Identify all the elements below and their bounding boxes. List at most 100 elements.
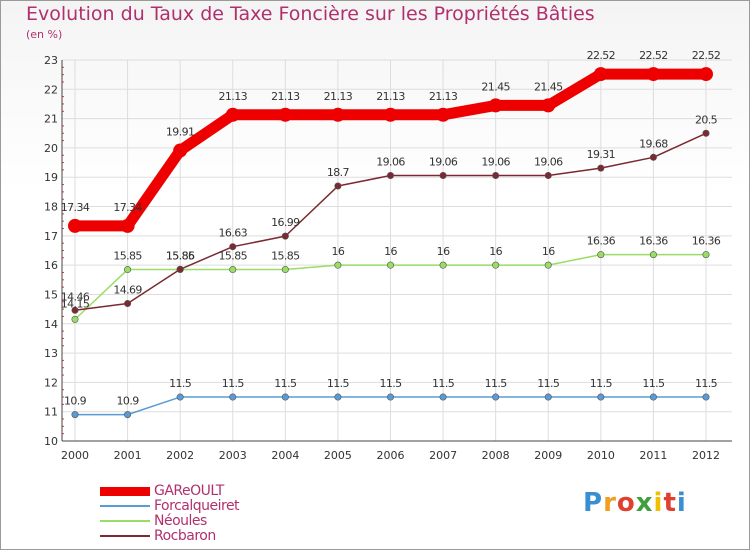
x-tick-label: 2005 [324, 449, 352, 462]
data-label: 19.91 [166, 126, 195, 139]
y-tick-label: 14 [44, 318, 58, 331]
data-point [71, 315, 79, 323]
logo-letter: x [635, 488, 654, 518]
data-label: 14.69 [113, 284, 142, 297]
data-point [544, 171, 552, 179]
x-tick-label: 2009 [534, 449, 562, 462]
logo-letter: r [603, 488, 617, 518]
legend-label: Rocbaron [154, 528, 216, 544]
data-point [71, 411, 79, 419]
data-point [597, 393, 605, 401]
data-label: 11.5 [537, 377, 560, 390]
data-point [330, 107, 345, 122]
data-label: 11.5 [485, 377, 508, 390]
legend-swatch [100, 535, 150, 537]
data-point [386, 171, 394, 179]
y-tick-label: 11 [44, 406, 58, 419]
data-label: 10.9 [117, 395, 140, 408]
data-label: 11.5 [590, 377, 613, 390]
data-label: 16 [489, 245, 502, 258]
data-label: 16.63 [219, 227, 248, 240]
chart-title: Evolution du Taux de Taxe Foncière sur l… [26, 3, 595, 25]
data-label: 16 [542, 245, 555, 258]
data-point [436, 107, 451, 122]
data-label: 21.13 [429, 90, 458, 103]
data-point [649, 393, 657, 401]
data-label: 17.34 [113, 201, 142, 214]
data-label: 15.85 [271, 250, 300, 263]
data-label: 11.5 [327, 377, 350, 390]
y-tick-label: 22 [44, 83, 58, 96]
data-point [544, 393, 552, 401]
y-tick-label: 12 [44, 376, 58, 389]
data-point [541, 98, 556, 113]
data-label: 21.13 [271, 90, 300, 103]
data-label: 19.06 [429, 155, 458, 168]
data-label: 15.85 [166, 250, 195, 263]
data-point [71, 306, 79, 314]
data-label: 15.86 [166, 249, 195, 262]
logo-letter: P [583, 488, 604, 518]
data-point [646, 67, 661, 82]
x-tick-label: 2011 [639, 449, 667, 462]
y-tick-label: 21 [44, 113, 58, 126]
proxiti-logo: Proxiti [583, 488, 687, 518]
data-point [281, 393, 289, 401]
data-point [702, 129, 710, 137]
y-tick-label: 23 [44, 54, 58, 67]
data-point [229, 243, 237, 251]
data-label: 11.5 [695, 377, 718, 390]
y-tick-label: 19 [44, 171, 58, 184]
data-point [334, 261, 342, 269]
data-point [593, 67, 608, 82]
data-point [334, 182, 342, 190]
data-point [281, 266, 289, 274]
data-label: 16.36 [639, 235, 668, 248]
data-label: 19.06 [376, 155, 405, 168]
data-label: 11.5 [432, 377, 455, 390]
legend-label: GAReOULT [154, 483, 224, 499]
data-label: 21.13 [219, 90, 248, 103]
legend-swatch [100, 520, 150, 522]
data-point [383, 107, 398, 122]
data-label: 18.7 [327, 166, 350, 179]
data-label: 21.45 [534, 80, 563, 93]
data-point [120, 218, 135, 233]
y-tick-label: 15 [44, 288, 58, 301]
data-label: 11.5 [169, 377, 192, 390]
y-tick-label: 16 [44, 259, 58, 272]
data-label: 22.52 [639, 49, 668, 62]
logo-letter: i [676, 488, 687, 518]
x-tick-label: 2004 [271, 449, 299, 462]
data-point [492, 171, 500, 179]
data-point [229, 393, 237, 401]
data-label: 15.85 [219, 250, 248, 263]
y-tick-label: 20 [44, 142, 58, 155]
x-tick-label: 2002 [166, 449, 194, 462]
data-point [597, 251, 605, 259]
data-point [225, 107, 240, 122]
x-tick-label: 2010 [587, 449, 615, 462]
data-label: 19.31 [587, 148, 616, 161]
data-label: 16.36 [692, 235, 721, 248]
data-label: 11.5 [222, 377, 245, 390]
data-label: 19.06 [534, 155, 563, 168]
data-point [649, 251, 657, 259]
data-label: 16 [437, 245, 450, 258]
data-point [492, 393, 500, 401]
x-tick-label: 2007 [429, 449, 457, 462]
data-label: 20.5 [695, 113, 718, 126]
y-tick-label: 17 [44, 230, 58, 243]
data-point [439, 171, 447, 179]
data-point [229, 266, 237, 274]
data-point [439, 393, 447, 401]
data-point [278, 107, 293, 122]
data-label: 10.9 [64, 395, 87, 408]
logo-letter: o [616, 488, 636, 518]
data-point [492, 261, 500, 269]
data-label: 22.52 [692, 49, 721, 62]
x-tick-label: 2003 [219, 449, 247, 462]
data-label: 19.06 [481, 155, 510, 168]
